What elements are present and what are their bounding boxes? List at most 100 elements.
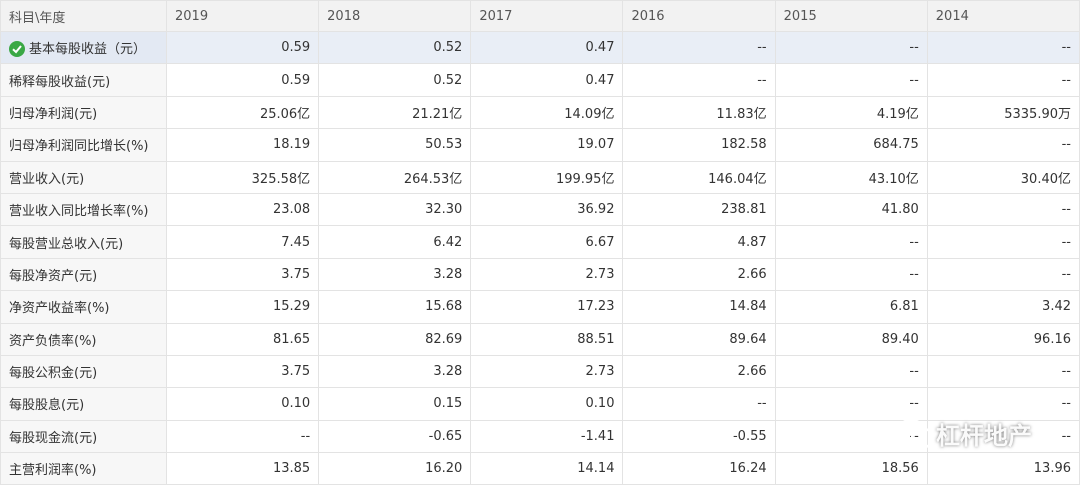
value-cell: 3.75 xyxy=(165,354,320,389)
table-row: 每股公积金(元) 3.75 3.28 2.73 2.66 -- -- xyxy=(0,354,1080,389)
year-header: 2017 xyxy=(470,0,624,32)
value-cell: 199.95亿 xyxy=(470,160,624,194)
row-label: 稀释每股收益(元) xyxy=(0,63,167,97)
row-label-text: 每股公积金(元) xyxy=(9,366,98,382)
value-cell: -- xyxy=(165,419,320,454)
row-label-text: 归母净利润同比增长(%) xyxy=(9,139,149,155)
row-label: 资产负债率(%) xyxy=(0,322,167,356)
value-cell: 18.19 xyxy=(165,128,320,162)
row-label: 每股营业总收入(元) xyxy=(0,225,167,259)
value-cell: 50.53 xyxy=(318,128,472,162)
row-label: 基本每股收益（元） xyxy=(0,30,167,65)
value-cell: -0.55 xyxy=(622,419,776,454)
value-cell: -- xyxy=(926,354,1080,389)
table-row: 归母净利润(元) 25.06亿 21.21亿 14.09亿 11.83亿 4.19亿 533… xyxy=(0,95,1080,130)
value-cell: 43.10亿 xyxy=(774,160,928,194)
value-cell: 4.19亿 xyxy=(774,95,928,130)
value-cell: -- xyxy=(926,30,1080,65)
year-header: 2016 xyxy=(622,0,776,32)
wechat-icon xyxy=(896,418,936,448)
value-cell: 36.92 xyxy=(470,192,624,227)
value-cell: 14.09亿 xyxy=(470,95,624,130)
value-cell: -- xyxy=(774,225,928,259)
value-cell: 82.69 xyxy=(318,322,472,356)
year-header: 2019 xyxy=(165,0,320,32)
value-cell: 684.75 xyxy=(774,128,928,162)
row-label-text: 营业收入同比增长率(%) xyxy=(9,204,149,220)
table-row: 每股净资产(元) 3.75 3.28 2.73 2.66 -- -- xyxy=(0,257,1080,292)
value-cell: 3.28 xyxy=(318,257,472,292)
row-label: 主营利润率(%) xyxy=(0,452,167,485)
row-label: 每股公积金(元) xyxy=(0,354,167,389)
value-cell: 41.80 xyxy=(774,192,928,227)
value-cell: 0.47 xyxy=(470,30,624,65)
table-header: 科目\年度 2019 2018 2017 2016 2015 2014 xyxy=(0,0,1080,32)
row-label-text: 主营利润率(%) xyxy=(9,463,97,479)
row-label-text: 资产负债率(%) xyxy=(9,333,97,349)
value-cell: -- xyxy=(926,192,1080,227)
value-cell: 21.21亿 xyxy=(318,95,472,130)
value-cell: 3.28 xyxy=(318,354,472,389)
watermark-text: 杠杆地产 xyxy=(936,422,1032,450)
value-cell: 89.40 xyxy=(774,322,928,356)
value-cell: 19.07 xyxy=(470,128,624,162)
value-cell: 88.51 xyxy=(470,322,624,356)
value-cell: -- xyxy=(774,387,928,421)
value-cell: 17.23 xyxy=(470,290,624,324)
value-cell: 0.10 xyxy=(470,387,624,421)
value-cell: 0.59 xyxy=(165,30,320,65)
value-cell: 182.58 xyxy=(622,128,776,162)
header-label: 科目\年度 xyxy=(0,0,167,32)
value-cell: 264.53亿 xyxy=(318,160,472,194)
year-header: 2018 xyxy=(318,0,472,32)
header-row: 科目\年度 2019 2018 2017 2016 2015 2014 xyxy=(0,0,1080,32)
value-cell: 3.42 xyxy=(926,290,1080,324)
value-cell: 3.75 xyxy=(165,257,320,292)
value-cell: 2.66 xyxy=(622,257,776,292)
row-label-text: 每股现金流(元) xyxy=(9,430,98,446)
value-cell: 6.81 xyxy=(774,290,928,324)
value-cell: 25.06亿 xyxy=(165,95,320,130)
year-header: 2015 xyxy=(774,0,928,32)
value-cell: -1.41 xyxy=(470,419,624,454)
table-row: 营业收入同比增长率(%) 23.08 32.30 36.92 238.81 41.80 -- xyxy=(0,192,1080,227)
value-cell: 6.42 xyxy=(318,225,472,259)
value-cell: -- xyxy=(622,387,776,421)
value-cell: -- xyxy=(774,354,928,389)
row-label: 每股净资产(元) xyxy=(0,257,167,292)
value-cell: 2.66 xyxy=(622,354,776,389)
value-cell: 4.87 xyxy=(622,225,776,259)
row-label: 归母净利润(元) xyxy=(0,95,167,130)
value-cell: -- xyxy=(774,63,928,97)
watermark: 杠杆地产 xyxy=(896,416,1032,451)
value-cell: 2.73 xyxy=(470,257,624,292)
row-label-text: 营业收入(元) xyxy=(9,171,85,187)
value-cell: 0.52 xyxy=(318,63,472,97)
value-cell: 13.85 xyxy=(165,452,320,485)
value-cell: 15.29 xyxy=(165,290,320,324)
value-cell: -- xyxy=(622,30,776,65)
row-label-text: 稀释每股收益(元) xyxy=(9,74,111,90)
value-cell: 0.10 xyxy=(165,387,320,421)
value-cell: -- xyxy=(622,63,776,97)
value-cell: -- xyxy=(926,128,1080,162)
value-cell: 14.84 xyxy=(622,290,776,324)
row-label-text: 归母净利润(元) xyxy=(9,106,98,122)
value-cell: 6.67 xyxy=(470,225,624,259)
row-label: 每股股息(元) xyxy=(0,387,167,421)
table-row: 归母净利润同比增长(%) 18.19 50.53 19.07 182.58 684.75-… xyxy=(0,128,1080,162)
table-row: 每股现金流(元) -- -0.65 -1.41 -0.55 -- -- xyxy=(0,419,1080,454)
value-cell: 7.45 xyxy=(165,225,320,259)
value-cell: 13.96 xyxy=(926,452,1080,485)
row-label-text: 每股营业总收入(元) xyxy=(9,236,124,252)
value-cell: -- xyxy=(926,257,1080,292)
year-header: 2014 xyxy=(926,0,1080,32)
table-row: 营业收入(元) 325.58亿 264.53亿 199.95亿 146.04亿 43.10… xyxy=(0,160,1080,194)
value-cell: 96.16 xyxy=(926,322,1080,356)
value-cell: 0.47 xyxy=(470,63,624,97)
value-cell: 89.64 xyxy=(622,322,776,356)
value-cell: 14.14 xyxy=(470,452,624,485)
row-label: 营业收入(元) xyxy=(0,160,167,194)
value-cell: 32.30 xyxy=(318,192,472,227)
value-cell: -- xyxy=(774,257,928,292)
